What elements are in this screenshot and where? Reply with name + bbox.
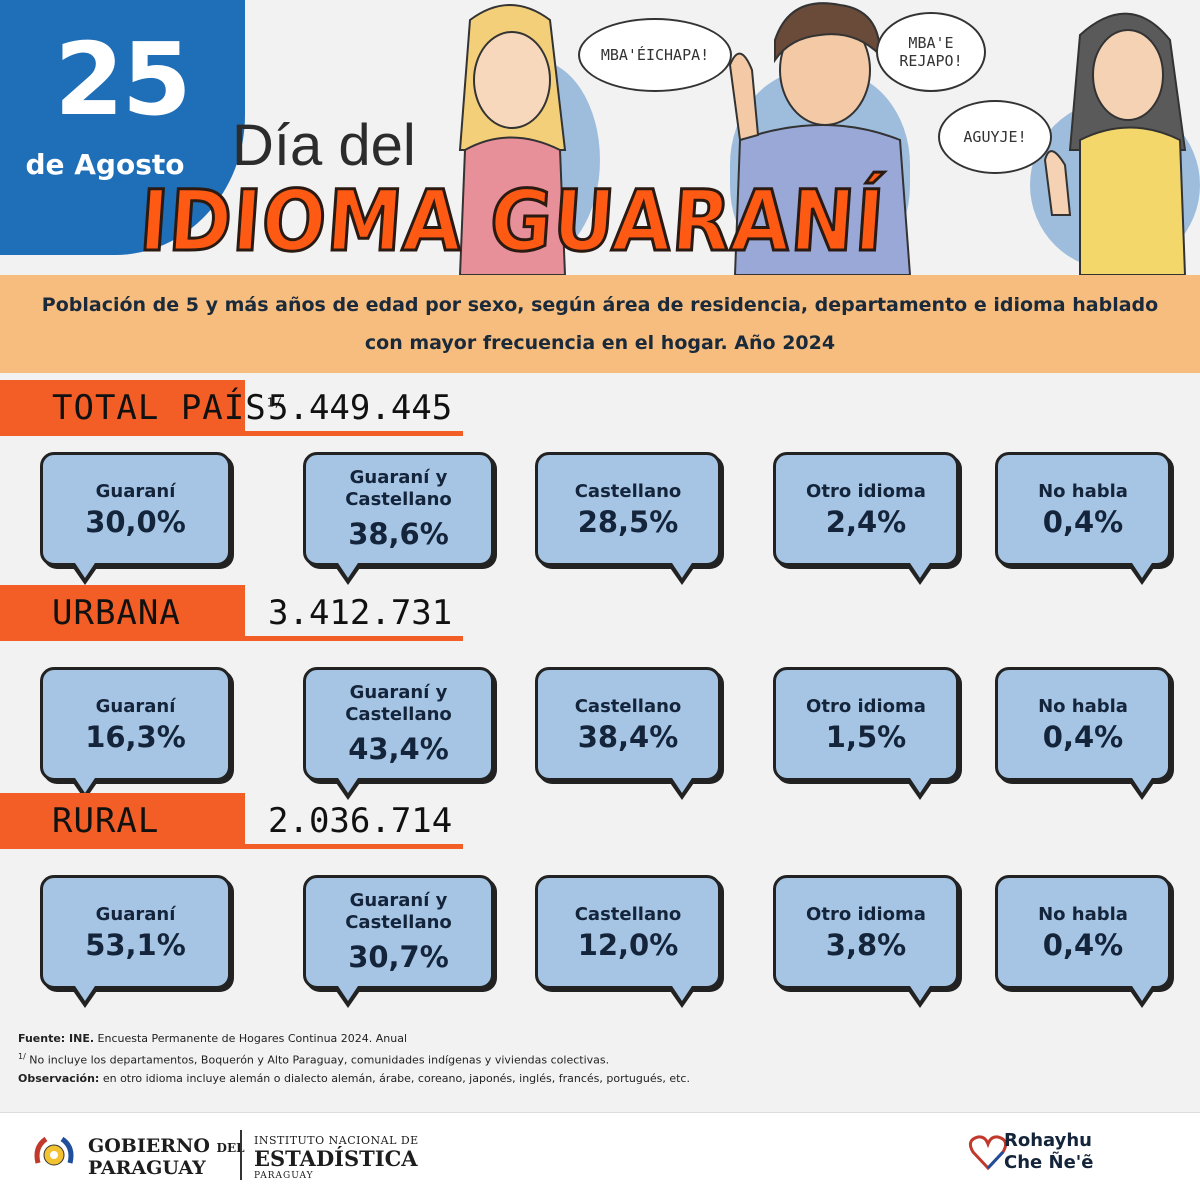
language-label: Guaraní <box>95 696 176 717</box>
brand-text: Rohayhu Che Ñe'ẽ <box>1004 1130 1094 1173</box>
language-percentage: 43,4% <box>348 732 449 766</box>
language-stat-card: Guaraní y Castellano 43,4% <box>303 667 494 800</box>
speech-tail-fill <box>338 778 358 793</box>
language-percentage: 30,0% <box>85 505 186 539</box>
section-total: 3.412.731 <box>268 593 453 633</box>
section-header-bar <box>0 793 245 849</box>
source-note: Fuente: INE. Encuesta Permanente de Hoga… <box>18 1032 408 1045</box>
language-label: Otro idioma <box>806 481 926 502</box>
speech-tail-fill <box>338 563 358 578</box>
speech-tail-fill <box>1132 778 1152 793</box>
people-illustration <box>458 2 1187 275</box>
language-stat-card: Guaraní y Castellano 30,7% <box>303 875 494 1008</box>
speech-tail-fill <box>910 778 930 793</box>
language-label: Otro idioma <box>806 696 926 717</box>
header: MBA'ÉICHAPA! MBA'E REJAPO! AGUYJE! 25 de… <box>0 0 1200 275</box>
language-label: Castellano <box>574 904 682 925</box>
speech-tail-fill <box>75 986 95 1001</box>
section-underline <box>245 844 463 849</box>
language-label: Castellano <box>574 481 682 502</box>
footnote-1: 1/ No incluye los departamentos, Boqueró… <box>18 1052 610 1067</box>
language-stat-card: Castellano 38,4% <box>535 667 721 800</box>
language-percentage: 3,8% <box>825 928 907 962</box>
language-stat-card: Guaraní 53,1% <box>40 875 231 1008</box>
language-stat-card: Otro idioma 2,4% <box>773 452 959 585</box>
speech-bubble: MBA'E REJAPO! <box>876 12 986 92</box>
section-underline <box>245 636 463 641</box>
date-day: 25 <box>54 21 191 138</box>
language-label: Otro idioma <box>806 904 926 925</box>
title-line2: IDIOMA GUARANÍ <box>135 171 889 272</box>
observation-note: Observación: en otro idioma incluye alem… <box>18 1071 690 1085</box>
language-stat-card: Guaraní y Castellano 38,6% <box>303 452 494 585</box>
section-total: 5.449.445 <box>268 388 453 428</box>
language-percentage: 0,4% <box>1042 928 1124 962</box>
language-label: Guaraní <box>95 481 176 502</box>
speech-tail-fill <box>672 986 692 1001</box>
subtitle: Población de 5 y más años de edad por se… <box>41 294 1159 354</box>
speech-bubble: AGUYJE! <box>938 100 1052 174</box>
section-underline <box>245 431 463 436</box>
language-percentage: 0,4% <box>1042 720 1124 754</box>
speech-tail-fill <box>75 563 95 578</box>
speech-tail-fill <box>75 778 95 793</box>
heart-icon <box>968 1135 1008 1171</box>
language-label: No habla <box>1038 481 1128 502</box>
title-line1: Día del <box>232 113 416 178</box>
speech-tail-fill <box>672 778 692 793</box>
government-logo-text: GOBIERNO DEL PARAGUAY <box>88 1135 245 1179</box>
language-stat-card: No habla 0,4% <box>995 667 1171 800</box>
language-percentage: 1,5% <box>825 720 907 754</box>
language-percentage: 38,6% <box>348 517 449 551</box>
date-month: de Agosto <box>25 148 185 181</box>
language-label: No habla <box>1038 904 1128 925</box>
ine-logo-text: INSTITUTO NACIONAL DE ESTADÍSTICA PARAGU… <box>254 1134 419 1181</box>
language-percentage: 30,7% <box>348 940 449 974</box>
footnotes: Fuente: INE. Encuesta Permanente de Hoga… <box>18 1030 690 1088</box>
language-label: No habla <box>1038 696 1128 717</box>
section-label: URBANA <box>52 593 181 633</box>
language-stat-card: No habla 0,4% <box>995 875 1171 1008</box>
language-percentage: 12,0% <box>577 928 679 962</box>
language-stat-card: Castellano 28,5% <box>535 452 721 585</box>
language-percentage: 38,4% <box>577 720 679 754</box>
speech-tail-fill <box>1132 563 1152 578</box>
language-percentage: 0,4% <box>1042 505 1124 539</box>
language-stat-card: No habla 0,4% <box>995 452 1171 585</box>
subtitle-band: Población de 5 y más años de edad por se… <box>0 275 1200 373</box>
language-stat-card: Otro idioma 1,5% <box>773 667 959 800</box>
speech-tail-fill <box>338 986 358 1001</box>
section-total: 2.036.714 <box>268 801 453 841</box>
language-percentage: 28,5% <box>577 505 679 539</box>
speech-bubble: MBA'ÉICHAPA! <box>578 18 732 92</box>
speech-tail-fill <box>1132 986 1152 1001</box>
logo-separator <box>240 1130 242 1180</box>
language-percentage: 16,3% <box>85 720 186 754</box>
language-label: Castellano <box>574 696 682 717</box>
language-label: Guaraní y Castellano <box>345 467 452 510</box>
speech-tail-fill <box>672 563 692 578</box>
speech-tail-fill <box>910 986 930 1001</box>
government-seal-logo <box>34 1136 74 1166</box>
language-stat-card: Otro idioma 3,8% <box>773 875 959 1008</box>
section-header-bar <box>0 380 245 436</box>
date-badge <box>0 0 245 255</box>
language-percentage: 53,1% <box>85 928 186 962</box>
language-label: Guaraní y Castellano <box>345 890 452 933</box>
section-header-bar <box>0 585 245 641</box>
language-label: Guaraní <box>95 904 176 925</box>
speech-tail-fill <box>910 563 930 578</box>
language-stat-card: Guaraní 16,3% <box>40 667 231 800</box>
language-stat-card: Guaraní 30,0% <box>40 452 231 585</box>
language-percentage: 2,4% <box>825 505 907 539</box>
language-label: Guaraní y Castellano <box>345 682 452 725</box>
section-label: TOTAL PAÍS1/ <box>52 388 284 428</box>
language-stat-card: Castellano 12,0% <box>535 875 721 1008</box>
section-label: RURAL <box>52 801 160 841</box>
